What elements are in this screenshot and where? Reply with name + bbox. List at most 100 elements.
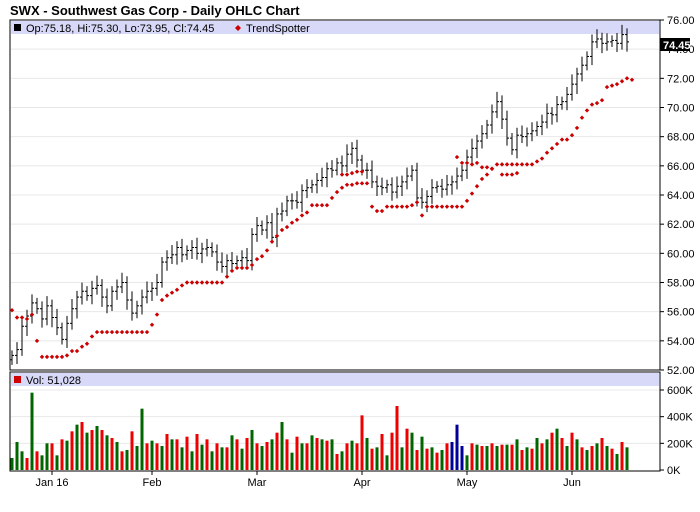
- volume-legend-text: Vol: 51,028: [26, 375, 81, 387]
- trendspotter-dot: [554, 141, 560, 147]
- ohlc-bar: [130, 291, 134, 321]
- ohlc-bar: [300, 184, 304, 213]
- ohlc-bar: [200, 242, 204, 264]
- ohlc-bar: [280, 202, 284, 222]
- trendspotter-legend-diamond-icon: [235, 25, 241, 31]
- ohlc-bar: [485, 119, 489, 139]
- volume-bar: [125, 450, 129, 470]
- volume-bar: [555, 428, 559, 470]
- volume-bar: [380, 434, 384, 470]
- price-tick-label: 56.00: [667, 307, 695, 319]
- volume-bar: [425, 448, 429, 470]
- volume-bar: [510, 444, 514, 470]
- trendspotter-dot: [24, 316, 30, 322]
- volume-bar: [295, 436, 299, 470]
- volume-bar: [490, 443, 494, 470]
- trendspotter-dot: [279, 227, 285, 233]
- volume-bar: [475, 444, 479, 470]
- volume-bar: [250, 430, 254, 470]
- trendspotter-dot: [379, 208, 385, 214]
- ohlc-bar: [175, 241, 179, 265]
- trendspotter-dot: [144, 329, 150, 335]
- trendspotter-dot: [84, 341, 90, 346]
- volume-bar: [75, 424, 79, 470]
- trendspotter-dot: [189, 280, 195, 285]
- trendspotter-dot: [459, 160, 465, 166]
- trendspotter-dot: [154, 312, 160, 317]
- price-tick-label: 64.00: [667, 190, 695, 202]
- trendspotter-dot: [489, 166, 495, 171]
- volume-bar: [405, 428, 409, 470]
- trendspotter-dot: [459, 204, 465, 209]
- trendspotter-dot: [359, 181, 365, 186]
- trendspotter-dot: [524, 162, 530, 167]
- trendspotter-dot: [64, 353, 70, 358]
- volume-bar: [335, 454, 339, 470]
- volume-bar: [50, 443, 54, 470]
- trendspotter-dot: [9, 308, 15, 313]
- volume-bar: [245, 438, 249, 470]
- volume-bar: [230, 435, 234, 470]
- volume-bar: [470, 443, 474, 470]
- ohlc-bar: [535, 121, 539, 136]
- last-price-label: 74.45: [663, 40, 691, 52]
- trendspotter-dot: [239, 265, 245, 271]
- volume-tick-label: 0K: [667, 465, 681, 477]
- ohlc-bar: [515, 127, 519, 159]
- ohlc-bar: [525, 127, 529, 147]
- ohlc-bar: [470, 138, 474, 164]
- trendspotter-dot: [214, 280, 220, 285]
- trendspotter-dot: [349, 170, 355, 176]
- volume-bar: [240, 448, 244, 470]
- trendspotter-dot: [429, 204, 435, 209]
- volume-bar: [120, 451, 124, 470]
- ohlc-bar: [520, 125, 524, 143]
- ohlc-bar: [215, 244, 219, 271]
- volume-bar: [110, 438, 114, 470]
- volume-bar: [25, 458, 29, 470]
- volume-bar: [255, 443, 259, 470]
- trendspotter-dot: [564, 137, 570, 142]
- ohlc-bar: [225, 254, 229, 277]
- ohlc-bar: [405, 167, 409, 190]
- volume-bar: [170, 439, 174, 470]
- ohlc-bar: [295, 191, 299, 209]
- volume-bar: [550, 432, 554, 470]
- volume-bar: [160, 446, 164, 470]
- volume-bar: [615, 454, 619, 470]
- trendspotter-dot: [559, 137, 565, 142]
- ohlc-bar: [475, 134, 479, 159]
- volume-bar: [30, 392, 34, 470]
- price-tick-label: 70.00: [667, 103, 695, 115]
- volume-bar: [310, 435, 314, 470]
- trendspotter-dot: [309, 203, 315, 208]
- volume-bar: [175, 439, 179, 470]
- volume-bar: [505, 444, 509, 470]
- volume-bar: [485, 446, 489, 470]
- volume-bar: [100, 430, 104, 470]
- volume-bar: [305, 443, 309, 470]
- volume-bar: [460, 446, 464, 470]
- volume-bar: [95, 426, 99, 470]
- trendspotter-dot: [474, 160, 480, 166]
- trendspotter-dot: [264, 248, 270, 253]
- volume-bar: [390, 432, 394, 470]
- trendspotter-dot: [54, 354, 60, 360]
- trendspotter-dot: [474, 184, 480, 189]
- ohlc-bar: [270, 212, 274, 244]
- trendspotter-dot: [114, 329, 120, 335]
- volume-bar: [325, 440, 329, 470]
- ohlc-bar: [345, 144, 349, 173]
- trendspotter-dot: [494, 162, 500, 167]
- ohlc-bar: [265, 215, 269, 239]
- volume-bar: [330, 439, 334, 470]
- trendspotter-dot: [444, 204, 450, 209]
- trendspotter-dot: [504, 172, 510, 177]
- volume-bar: [495, 446, 499, 470]
- ohlc-bar: [350, 142, 354, 164]
- volume-bar: [290, 452, 294, 470]
- trendspotter-dot: [484, 165, 490, 170]
- ohlc-bar: [125, 276, 129, 310]
- trendspotter-dot: [574, 125, 580, 131]
